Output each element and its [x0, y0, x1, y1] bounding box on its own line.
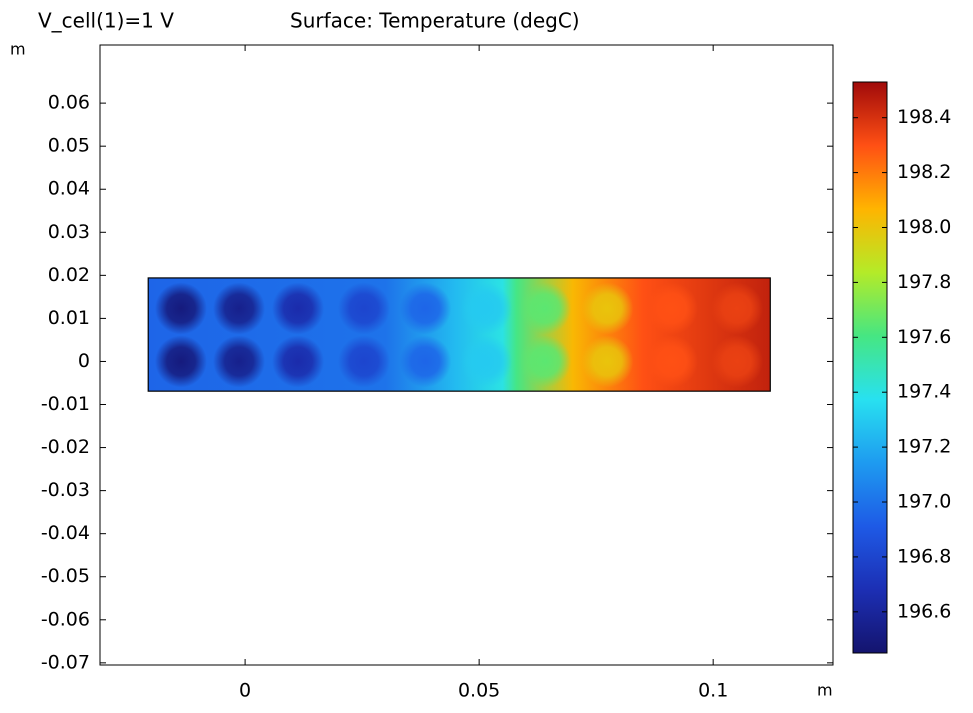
temperature-spot	[581, 335, 634, 388]
spot-row	[154, 335, 764, 388]
x-tick-label: 0.1	[698, 680, 728, 702]
domain-border	[147, 277, 771, 392]
colorbar-tick-label: 197.6	[897, 326, 951, 348]
temperature-spot	[399, 335, 452, 388]
colorbar-tick-label: 197.0	[897, 491, 951, 513]
temperature-spot	[711, 335, 764, 388]
y-tick-label: 0.03	[48, 221, 90, 243]
y-tick-label: 0.01	[48, 307, 90, 329]
y-tick-label: -0.07	[41, 651, 90, 673]
y-tick-label: 0.06	[48, 92, 90, 114]
temperature-spot	[154, 282, 207, 335]
temperature-spot	[399, 282, 452, 335]
temperature-spot	[460, 282, 513, 335]
x-tick-label: 0	[239, 680, 251, 702]
colorbar-tick-label: 197.2	[897, 436, 951, 458]
y-tick-label: -0.01	[41, 393, 90, 415]
x-tick-label: 0.05	[458, 680, 500, 702]
subtitle: V_cell(1)=1 V	[38, 9, 174, 33]
y-tick-label: -0.04	[41, 522, 90, 544]
y-tick-label: -0.05	[41, 565, 90, 587]
y-tick-label: 0.05	[48, 135, 90, 157]
temperature-spot	[154, 335, 207, 388]
temperature-spot	[711, 282, 764, 335]
plot-frame	[99, 44, 834, 666]
temperature-spot	[337, 282, 390, 335]
temperature-spot	[337, 335, 390, 388]
colorbar-tick-label: 196.6	[897, 600, 951, 622]
colorbar-tick-label: 198.2	[897, 161, 951, 183]
colorbar	[852, 81, 888, 654]
y-tick-label: 0.02	[48, 264, 90, 286]
colorbar-tick-label: 198.4	[897, 106, 951, 128]
chart-title: Surface: Temperature (degC)	[290, 9, 580, 33]
temperature-spot	[645, 282, 698, 335]
y-tick-label: 0	[78, 350, 90, 372]
temperature-spot	[460, 335, 513, 388]
colorbar-tick-label: 196.8	[897, 545, 951, 567]
y-tick-label: -0.06	[41, 608, 90, 630]
temperature-spot	[213, 282, 266, 335]
y-tick-label: -0.02	[41, 436, 90, 458]
colorbar-tick-label: 197.4	[897, 381, 951, 403]
y-unit: m	[10, 40, 26, 59]
y-tick-label: -0.03	[41, 479, 90, 501]
temperature-spot	[645, 335, 698, 388]
colorbar-tick-label: 198.0	[897, 216, 951, 238]
x-unit: m	[817, 681, 833, 700]
temperature-spot	[213, 335, 266, 388]
y-tick-label: 0.04	[48, 178, 90, 200]
colorbar-tick-label: 197.8	[897, 271, 951, 293]
temperature-spot	[271, 335, 324, 388]
temperature-spot	[519, 282, 572, 335]
spot-row	[154, 282, 764, 335]
temperature-spot	[271, 282, 324, 335]
temperature-spot	[581, 282, 634, 335]
temperature-spot	[519, 335, 572, 388]
